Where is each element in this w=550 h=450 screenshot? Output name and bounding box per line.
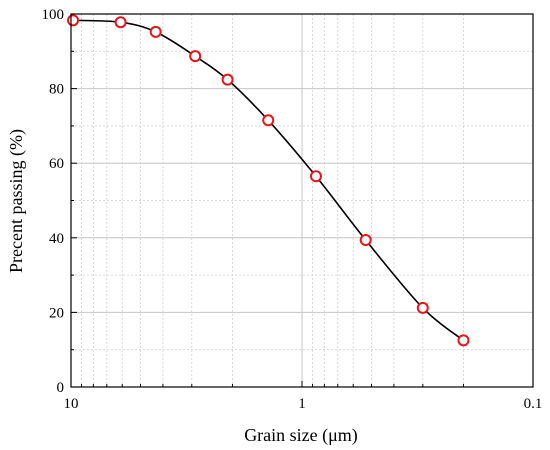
y-tick-label: 40: [49, 231, 64, 247]
x-tick-label: 0.1: [524, 396, 543, 412]
data-point-marker: [457, 334, 470, 347]
data-point-marker: [359, 234, 372, 247]
data-point-marker: [262, 114, 275, 127]
y-tick-label: 60: [49, 156, 64, 172]
data-point-marker: [189, 50, 202, 63]
y-tick-label: 20: [49, 305, 64, 321]
y-tick-label: 100: [42, 7, 65, 23]
data-point-marker: [149, 25, 162, 38]
y-axis-title: Precent passing (%): [6, 129, 27, 273]
x-tick-label: 1: [298, 396, 306, 412]
data-point-marker: [416, 301, 429, 314]
fitted-curve: [72, 19, 464, 342]
x-tick-label: 10: [64, 396, 79, 412]
axis-ticks: 10 1 0.1 0 20 40 60 80 100: [42, 7, 543, 412]
x-axis-title: Grain size (μm): [244, 425, 358, 446]
data-point-marker: [309, 170, 322, 183]
data-point-marker: [114, 16, 127, 29]
data-point-marker: [221, 73, 234, 86]
data-point-marker: [67, 14, 80, 27]
y-tick-label: 80: [49, 82, 64, 98]
y-tick-label: 0: [57, 380, 65, 396]
